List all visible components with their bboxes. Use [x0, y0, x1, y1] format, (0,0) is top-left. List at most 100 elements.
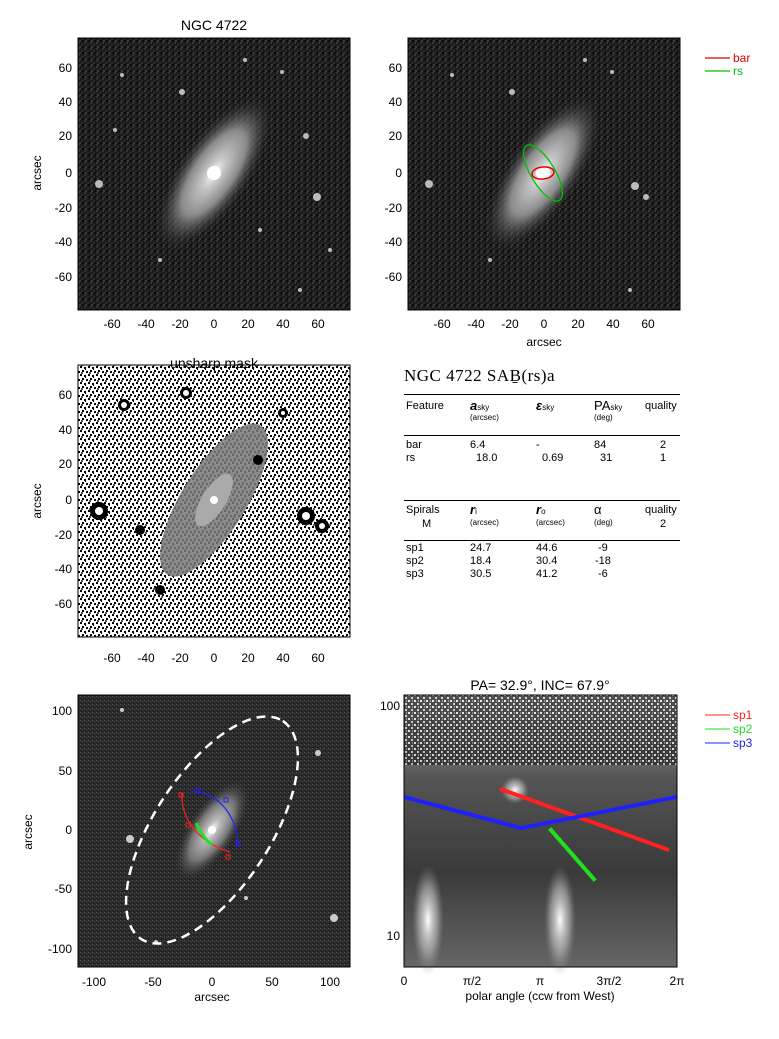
- header-ro: ro: [536, 502, 546, 517]
- x-tick-label: -20: [501, 317, 519, 331]
- row-rs-pa: 31: [600, 452, 613, 464]
- x-tick-label: 60: [311, 317, 325, 331]
- legend-label-sp3: sp3: [733, 736, 753, 750]
- legend-label-bar: bar: [733, 51, 750, 65]
- row-sp2-ri: 18.4: [470, 555, 492, 567]
- x-tick-label: -50: [144, 975, 162, 989]
- row-rs-quality: 1: [660, 452, 667, 464]
- rs-ellipse: [522, 144, 564, 202]
- row-sp2-alpha: -18: [595, 555, 611, 567]
- x-tick-labels: -60 -40 -20 0 20 40 60: [103, 317, 325, 331]
- legend-label-sp2: sp2: [733, 722, 753, 736]
- x-tick-label: -60: [103, 651, 121, 665]
- x-tick-label: 100: [320, 975, 340, 989]
- header-alpha: α: [594, 502, 602, 517]
- header-a: asky: [470, 398, 490, 413]
- header-spiral-quality-value: 2: [660, 518, 667, 530]
- y-tick-label: 100: [52, 704, 72, 718]
- x-tick-label: 60: [641, 317, 655, 331]
- x-tick-label: 20: [241, 651, 255, 665]
- y-tick-labels: 100 50 0 -50 -100: [48, 704, 72, 956]
- x-tick-label: -40: [467, 317, 485, 331]
- row-bar-pa: 84: [594, 439, 607, 451]
- y-axis-label: arcsec: [21, 814, 35, 849]
- row-sp1-name: sp1: [406, 542, 424, 554]
- y-tick-label: -60: [55, 270, 73, 284]
- header-alpha-unit: (deg): [594, 518, 613, 527]
- header-spiral-quality: quality: [645, 504, 677, 516]
- header-ri-unit: (arcsec): [470, 518, 499, 527]
- y-tick-label: 20: [389, 129, 403, 143]
- x-tick-labels: -60 -40 -20 0 20 40 60: [103, 651, 325, 665]
- x-tick-label: 20: [241, 317, 255, 331]
- x-tick-label: -40: [137, 317, 155, 331]
- row-sp1-ri: 24.7: [470, 542, 492, 554]
- x-tick-label: 3π/2: [597, 974, 622, 988]
- header-eps: εsky: [536, 398, 555, 413]
- y-tick-label: 40: [59, 95, 73, 109]
- header-pa-unit: (deg): [594, 413, 613, 422]
- y-tick-label: 10: [387, 929, 401, 943]
- table-title: NGC 4722 SAḆ(rs)a: [404, 366, 556, 385]
- y-tick-label: 50: [59, 764, 73, 778]
- header-pa: PAsky: [594, 398, 623, 413]
- row-sp3-ri: 30.5: [470, 568, 492, 580]
- legend: sp1 sp2 sp3: [705, 708, 753, 750]
- y-tick-label: 40: [59, 423, 73, 437]
- x-tick-labels: 0 π/2 π 3π/2 2π: [401, 974, 685, 988]
- header-a-unit: (arcsec): [470, 413, 499, 422]
- x-tick-labels: -60 -40 -20 0 20 40 60: [433, 317, 655, 331]
- row-bar-a: 6.4: [470, 439, 486, 451]
- header-quality: quality: [645, 400, 677, 412]
- y-axis-label: arcsec: [30, 483, 44, 518]
- x-tick-label: 2π: [670, 974, 685, 988]
- spiral-arm-sp1: [181, 792, 231, 853]
- unsharp-mask-panel: unsharp mask -60 -40 -20 0 20 40 60 60 4…: [30, 355, 351, 665]
- panel-title: NGC 4722: [181, 17, 247, 33]
- y-tick-label: -60: [385, 270, 403, 284]
- y-tick-label: 20: [59, 457, 73, 471]
- header-ri: ri: [470, 502, 477, 517]
- row-sp1-alpha: -9: [598, 542, 608, 554]
- y-tick-label: 100: [380, 699, 400, 713]
- x-tick-label: 0: [209, 975, 216, 989]
- y-tick-label: 0: [395, 166, 402, 180]
- y-tick-label: -100: [48, 942, 72, 956]
- x-tick-label: 0: [211, 317, 218, 331]
- row-rs-eps: 0.69: [542, 452, 564, 464]
- row-sp3-name: sp3: [406, 568, 424, 580]
- y-tick-label: 60: [59, 61, 73, 75]
- x-tick-label: 40: [606, 317, 620, 331]
- x-tick-label: 20: [571, 317, 585, 331]
- spiral-arm-sp2: [194, 822, 213, 847]
- y-tick-label: -50: [55, 882, 73, 896]
- series-line-sp3: [403, 794, 678, 831]
- spiral-overlay-panel: -100 -50 0 50 100 100 50 0 -50 -100 arcs…: [21, 694, 351, 1004]
- polar-spiral-panel: PA= 32.9°, INC= 67.9° 0 π/2 π 3π/2 2π 10…: [380, 677, 753, 1003]
- row-sp3-ro: 41.2: [536, 568, 558, 580]
- y-tick-label: 0: [65, 493, 72, 507]
- x-axis-label: arcsec: [526, 335, 561, 349]
- legend-label-rs: rs: [733, 64, 743, 78]
- y-tick-labels: 60 40 20 0 -20 -40 -60: [55, 61, 73, 284]
- header-feature: Feature: [406, 400, 444, 412]
- legend: bar rs: [705, 51, 750, 78]
- y-tick-label: -20: [385, 201, 403, 215]
- y-tick-label: -60: [55, 597, 73, 611]
- y-axis-label: arcsec: [30, 155, 44, 190]
- x-tick-label: 40: [276, 651, 290, 665]
- x-tick-label: -20: [171, 317, 189, 331]
- row-rs-a: 18.0: [476, 452, 498, 464]
- y-tick-labels: 100 10: [380, 699, 400, 943]
- y-tick-label: -40: [385, 235, 403, 249]
- x-tick-label: 0: [401, 974, 408, 988]
- header-spirals: Spirals: [406, 504, 440, 516]
- x-tick-labels: -100 -50 0 50 100: [82, 975, 340, 989]
- deprojection-ellipse: [124, 715, 300, 945]
- series-line-sp1: [498, 786, 670, 852]
- galaxy-image-panel: -60 -40 -20 0 20 40 60 60 40 20 0 -20 -4…: [30, 17, 351, 331]
- x-tick-label: 0: [211, 651, 218, 665]
- panel-title: PA= 32.9°, INC= 67.9°: [470, 677, 609, 693]
- spiral-series: [403, 786, 678, 882]
- y-tick-label: -40: [55, 562, 73, 576]
